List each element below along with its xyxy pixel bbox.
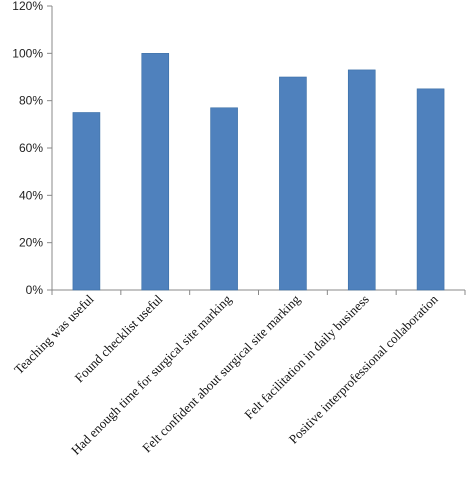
bar bbox=[210, 107, 238, 291]
y-tick-label: 100% bbox=[12, 46, 43, 60]
bar bbox=[416, 88, 445, 291]
bar bbox=[141, 53, 170, 291]
y-axis: 0% 20% 40% 60% 80% 100% 120% bbox=[12, 0, 53, 297]
y-tick-label: 20% bbox=[19, 236, 43, 250]
bars bbox=[72, 53, 445, 291]
y-tick-label: 60% bbox=[19, 141, 43, 155]
y-tick-label: 80% bbox=[19, 94, 43, 108]
x-category-label: Felt facilitation in daily business bbox=[241, 292, 372, 423]
bar bbox=[347, 69, 376, 291]
x-axis bbox=[51, 289, 466, 295]
y-tick-label: 120% bbox=[12, 0, 43, 13]
x-category-label: Positive interprofessional collaboration bbox=[286, 291, 441, 446]
bar bbox=[279, 76, 307, 291]
y-tick-label: 0% bbox=[26, 283, 44, 297]
bar bbox=[72, 112, 101, 291]
y-tick-label: 40% bbox=[19, 188, 43, 202]
